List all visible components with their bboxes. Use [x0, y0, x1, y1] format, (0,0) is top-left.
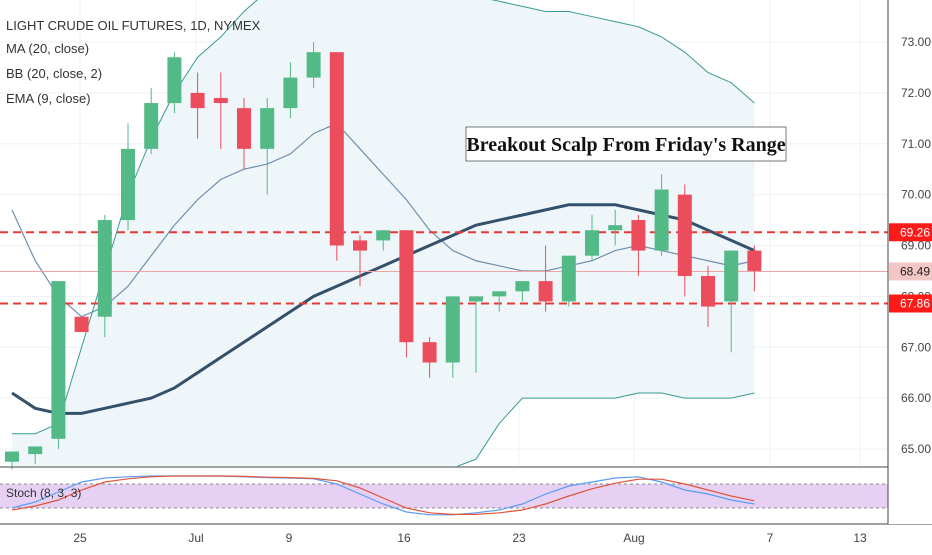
header: LIGHT CRUDE OIL FUTURES, 1D, NYMEX MA (2… [6, 18, 261, 106]
annotation-text: Breakout Scalp From Friday's Range [466, 134, 785, 156]
stochastic-panel [0, 466, 932, 525]
candle-body [677, 194, 692, 277]
candle-body [190, 92, 205, 109]
study-ma: MA (20, close) [6, 41, 89, 56]
x-tick-label: Jul [188, 531, 203, 545]
indicator-lines [11, 122, 756, 415]
symbol-title: LIGHT CRUDE OIL FUTURES, 1D, NYMEX [6, 18, 261, 33]
price-label: 67.86 [900, 296, 930, 310]
x-tick-label: 23 [512, 531, 526, 545]
ema-line [11, 203, 756, 415]
candle-body [306, 52, 321, 78]
candle-body [237, 108, 251, 149]
candle-body [260, 108, 275, 149]
candle-body [538, 281, 553, 302]
bb-upper-line [12, 0, 755, 435]
candle-body [492, 291, 507, 297]
candle-body [422, 342, 437, 363]
candle-body [631, 220, 646, 251]
y-tick-label: 66.00 [901, 391, 931, 405]
candle-body [608, 225, 623, 231]
price-label-bg [889, 294, 932, 313]
candle-body [469, 296, 483, 302]
candle-body [399, 230, 414, 343]
y-tick-label: 69.00 [901, 239, 931, 253]
y-tick-label: 67.00 [901, 340, 931, 354]
price-label-bg [889, 223, 932, 242]
candle-body [97, 220, 112, 317]
ma-line [11, 122, 755, 318]
stoch-k-line [11, 475, 755, 516]
annotation-box: Breakout Scalp From Friday's Range [465, 126, 787, 162]
x-tick-label: 13 [853, 531, 867, 545]
candle-body [724, 250, 739, 302]
study-ema: EMA (9, close) [6, 91, 91, 106]
candle-body [515, 281, 530, 292]
candle-body [561, 255, 576, 302]
y-tick-label: 73.00 [901, 35, 931, 49]
price-axis-bg [888, 0, 932, 524]
x-tick-label: 9 [286, 531, 293, 545]
axes: 65.0066.0067.0068.0069.0070.0071.0072.00… [73, 0, 932, 545]
price-labels: 69.26 68.49 67.86 [889, 223, 932, 313]
candle-body [654, 189, 669, 251]
candle-body [283, 77, 298, 109]
y-tick-label: 70.00 [901, 188, 931, 202]
annotation-frame [465, 126, 787, 162]
stoch-d-line [11, 475, 755, 516]
candle-body [74, 316, 89, 332]
candle-body [213, 97, 228, 104]
y-tick-label: 72.00 [901, 86, 931, 100]
stoch-band [0, 484, 888, 508]
bb-lower-line [457, 392, 755, 467]
x-tick-label: Aug [623, 531, 644, 545]
y-tick-label: 65.00 [901, 442, 931, 456]
candle-body [5, 451, 19, 462]
price-label: 68.49 [900, 264, 930, 278]
x-tick-label: 25 [73, 531, 87, 545]
price-label: 69.26 [900, 225, 930, 239]
candle-body [167, 57, 182, 104]
candles [5, 42, 762, 470]
level-lines [0, 231, 888, 305]
study-bb: BB (20, close, 2) [6, 66, 102, 81]
candle-body [144, 103, 159, 149]
candle-body [121, 148, 135, 221]
candle-body [353, 240, 367, 251]
candle-body [28, 446, 43, 455]
candle-body [445, 296, 460, 363]
candle-body [701, 276, 715, 307]
candle-body [747, 250, 762, 271]
candle-body [329, 52, 344, 246]
x-tick-label: 7 [767, 531, 774, 545]
x-tick-label: 16 [397, 531, 411, 545]
candle-body [585, 230, 599, 256]
y-tick-label: 71.00 [901, 137, 931, 151]
candle-body [376, 230, 391, 241]
price-label-current-bg [889, 262, 932, 281]
stoch-label: Stoch (8, 3, 3) [6, 486, 81, 500]
candle-body [51, 281, 66, 439]
